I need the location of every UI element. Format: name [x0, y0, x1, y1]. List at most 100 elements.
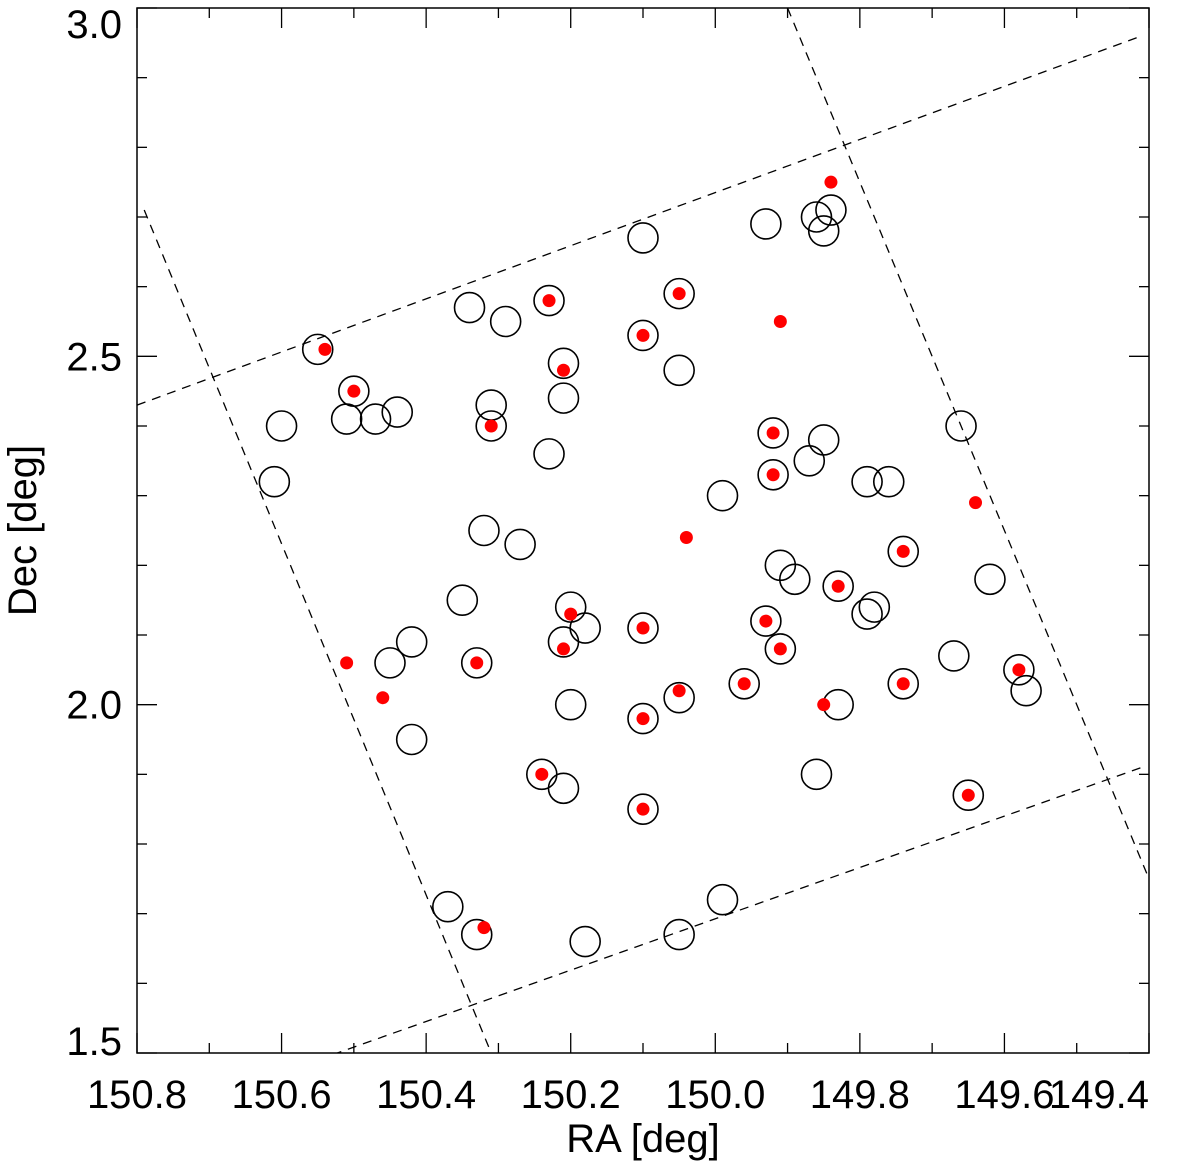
filled-dot-point	[759, 614, 773, 628]
y-tick-labels: 1.5 2.0 2.5 3.0	[66, 3, 122, 1064]
filled-dot-point	[340, 656, 354, 670]
open-circle-point	[475, 410, 508, 442]
filled-dot-point	[1012, 663, 1026, 677]
axis-ticks	[136, 7, 1150, 1054]
open-circle-point	[938, 640, 970, 672]
x-tick-label: 150.8	[87, 1073, 187, 1117]
open-circle-point	[374, 647, 406, 679]
open-circle-point	[547, 626, 580, 658]
open-circle-point	[432, 890, 464, 923]
open-circle-point	[258, 465, 291, 498]
open-circle-point	[489, 305, 522, 338]
open-circle-point	[446, 584, 479, 616]
x-tick-label: 150.0	[665, 1073, 765, 1117]
filled-dot-point	[347, 384, 361, 398]
filled-dot-point	[542, 294, 556, 308]
open-circle-point	[627, 319, 659, 352]
filled-dot-point	[376, 691, 390, 705]
filled-dot-point	[556, 363, 570, 377]
x-tick-label: 150.2	[521, 1073, 621, 1117]
x-tick-label: 149.8	[810, 1073, 910, 1117]
open-circle-point	[569, 925, 601, 958]
open-circle-point	[359, 403, 392, 435]
open-circle-point	[800, 201, 833, 233]
open-circle-point	[627, 702, 659, 735]
open-circle-point	[750, 208, 782, 240]
open-circle-point	[525, 758, 558, 791]
filled-dot-point	[766, 468, 780, 482]
filled-dot-point	[535, 767, 549, 781]
open-circle-point	[395, 626, 428, 658]
open-circle-point	[764, 549, 797, 582]
open-circle-point	[533, 284, 565, 317]
open-circle-point	[750, 605, 782, 637]
open-circle-point	[1003, 654, 1035, 686]
open-circle-point	[815, 194, 847, 226]
open-circle-point	[547, 382, 580, 414]
open-circle-point	[533, 438, 565, 470]
filled-dot-point	[477, 921, 491, 935]
open-circle-point	[858, 591, 891, 623]
filled-dot-point	[737, 677, 751, 691]
open-circle-point	[887, 535, 920, 568]
open-circle-point	[627, 612, 659, 644]
x-tick-label: 150.4	[376, 1073, 476, 1117]
open-circle-point	[627, 222, 659, 254]
filled-dot-point	[961, 788, 975, 802]
open-circle-point	[663, 277, 695, 310]
filled-dot-point	[773, 642, 787, 656]
open-circle-point	[468, 514, 500, 547]
filled-dot-point	[318, 342, 332, 356]
open-circle-point	[807, 215, 840, 247]
filled-dot-point	[672, 287, 686, 301]
open-circle-point	[757, 417, 789, 449]
filled-dot-point	[969, 496, 983, 510]
filled-dot-point	[817, 698, 831, 712]
open-circle-point	[663, 918, 695, 951]
open-circle-point	[460, 918, 493, 951]
open-circle-point	[301, 333, 334, 366]
open-circle-point	[800, 758, 833, 791]
x-axis-title: RA [deg]	[566, 1117, 719, 1161]
open-circle-point	[265, 410, 298, 442]
open-circle-point	[663, 354, 695, 387]
filled-dot-point	[636, 802, 650, 816]
filled-dot-point	[679, 530, 693, 544]
open-circle-point	[627, 793, 659, 825]
open-circle-point	[453, 291, 486, 324]
filled-dot-point	[564, 607, 578, 621]
filled-dot-point	[672, 684, 686, 698]
x-tick-label: 150.6	[232, 1073, 332, 1117]
open-circle-point	[887, 667, 920, 700]
open-circle-point	[706, 479, 739, 512]
filled-dot-point	[636, 328, 650, 342]
filled-dot-point	[766, 426, 780, 440]
open-circle-point	[764, 633, 797, 665]
open-circle-point	[757, 458, 789, 491]
open-circle-series	[258, 194, 1042, 958]
filled-dot-point	[896, 544, 910, 558]
open-circle-point	[974, 563, 1006, 596]
open-circle-point	[851, 598, 883, 630]
open-circle-point	[395, 723, 428, 756]
filled-dot-point	[470, 656, 484, 670]
filled-dot-point	[484, 419, 498, 433]
open-circle-point	[460, 647, 493, 679]
open-circle-point	[952, 779, 985, 812]
y-tick-label: 1.5	[66, 1020, 122, 1064]
open-circle-point	[851, 465, 883, 498]
open-circle-point	[381, 396, 414, 428]
filled-dot-series	[318, 175, 1026, 935]
open-circle-point	[822, 570, 854, 603]
y-tick-label: 2.5	[66, 335, 122, 379]
filled-dot-point	[636, 712, 650, 726]
y-axis-title: Dec [deg]	[1, 445, 45, 616]
open-circle-point	[807, 424, 840, 456]
open-circle-point	[547, 347, 580, 380]
open-circle-point	[728, 667, 761, 700]
open-circle-point	[330, 403, 363, 435]
open-circle-point	[504, 528, 536, 561]
